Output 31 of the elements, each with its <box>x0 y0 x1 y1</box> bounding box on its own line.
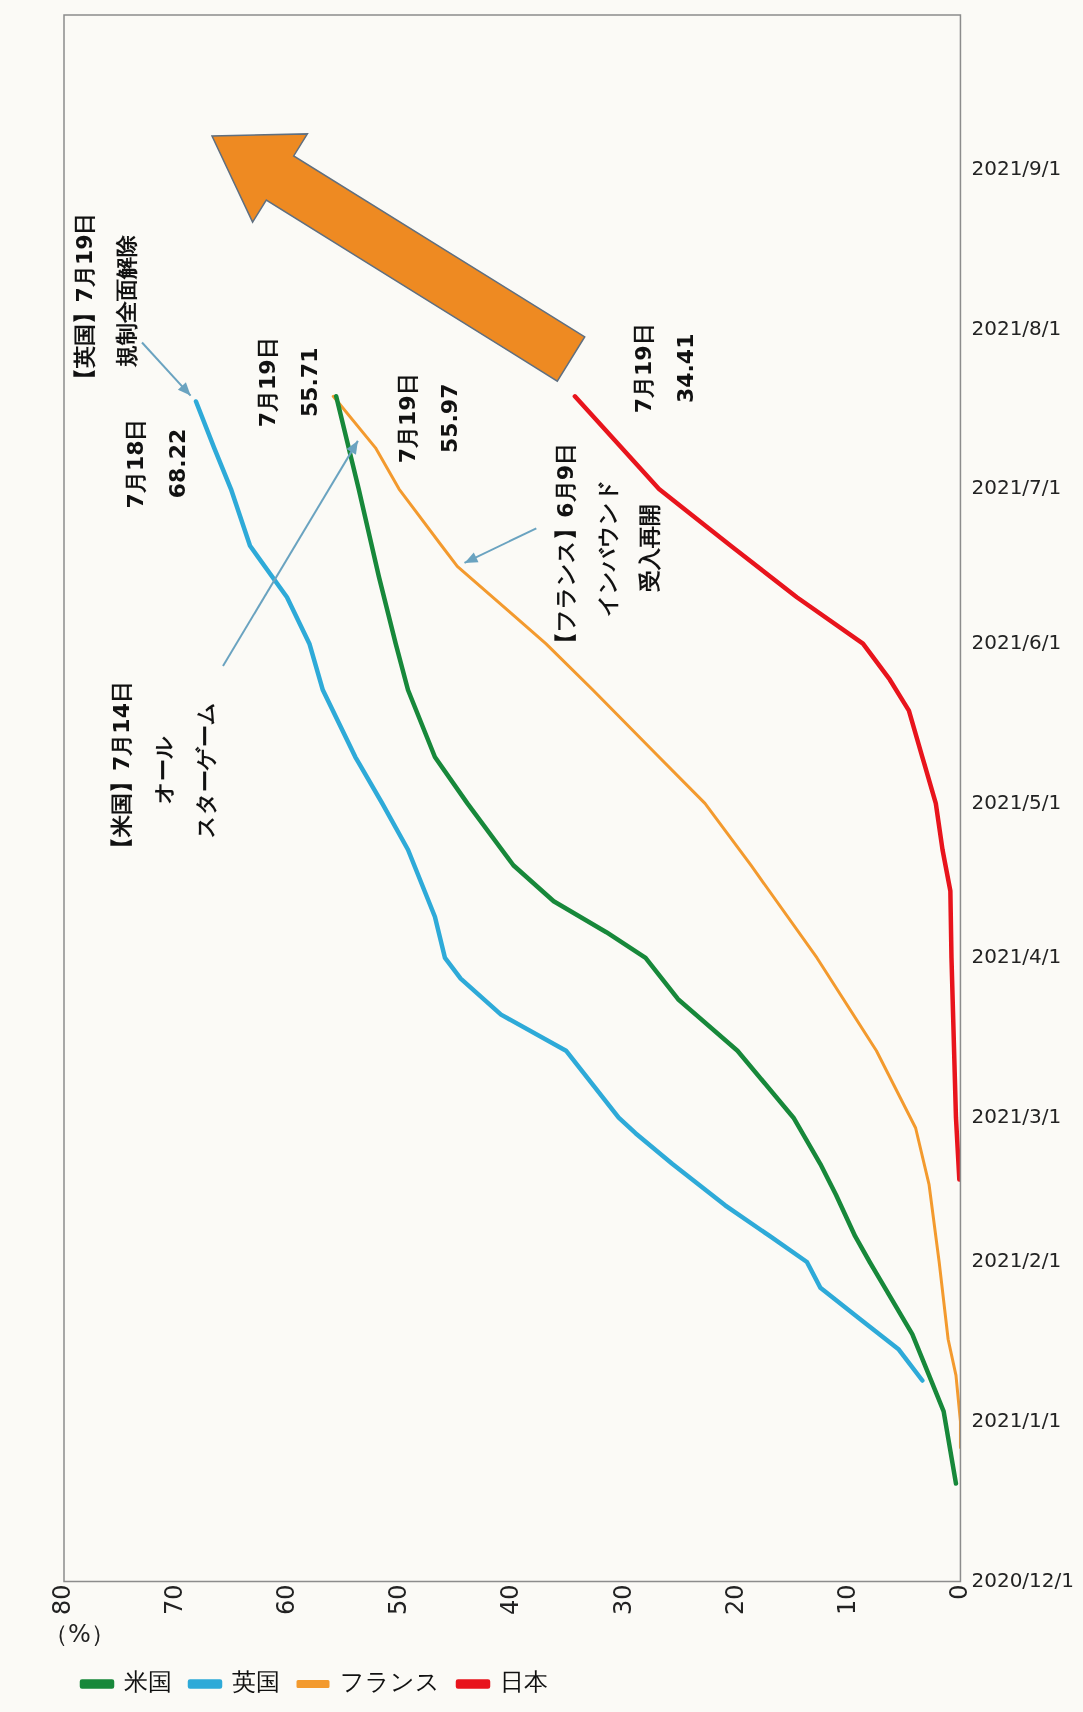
legend-label: 英国 <box>232 1668 280 1697</box>
legend-label: 米国 <box>124 1668 172 1697</box>
y-tick-label: 2020/12/1 <box>971 1567 1075 1592</box>
y-tick-label: 2021/1/1 <box>971 1407 1062 1432</box>
x-tick-label: 70 <box>160 1584 189 1616</box>
y-tick-label: 2021/6/1 <box>971 629 1062 654</box>
annotation: 7月19日 34.41 <box>630 323 698 414</box>
x-tick-label: 50 <box>384 1584 413 1616</box>
annotation: 【フランス】6月9日インバウンド受入再開 <box>553 443 663 654</box>
x-tick-label: 10 <box>832 1584 861 1616</box>
x-tick-label: 20 <box>720 1584 749 1616</box>
y-tick-label: 2021/7/1 <box>971 475 1062 500</box>
x-tick-label: 40 <box>496 1584 525 1616</box>
legend-label: 日本 <box>500 1668 548 1697</box>
annotation: 7月19日 55.97 <box>394 373 462 464</box>
annotation: 7月18日 68.22 <box>122 418 190 509</box>
legend-label: フランス <box>340 1668 440 1697</box>
x-axis-title: （%） <box>44 1620 115 1649</box>
y-tick-label: 2021/2/1 <box>971 1248 1062 1273</box>
x-tick-label: 0 <box>944 1584 973 1600</box>
y-tick-label: 2021/9/1 <box>971 155 1062 180</box>
y-tick-label: 2021/8/1 <box>971 315 1062 340</box>
x-tick-label: 80 <box>48 1584 77 1616</box>
annotation: 【米国】7月14日オールスターゲーム <box>108 681 218 859</box>
annotation: 【英国】7月19日規制全面解除 <box>71 212 139 391</box>
annotation: 7月19日 55.71 <box>254 337 322 428</box>
y-tick-label: 2021/4/1 <box>971 944 1062 969</box>
x-tick-label: 30 <box>608 1584 637 1616</box>
y-tick-label: 2021/5/1 <box>971 789 1062 814</box>
y-tick-label: 2021/3/1 <box>971 1103 1062 1128</box>
x-tick-label: 60 <box>272 1584 301 1616</box>
